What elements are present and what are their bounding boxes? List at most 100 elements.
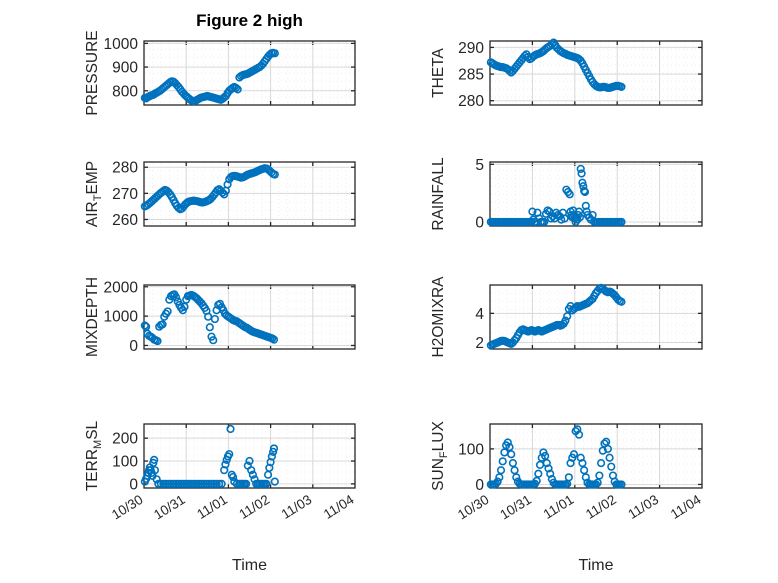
data-point — [617, 480, 626, 489]
data-point — [150, 466, 160, 475]
data-point — [209, 479, 219, 488]
data-point — [225, 450, 234, 459]
data-point — [164, 479, 173, 488]
data-point — [532, 476, 541, 485]
data-point — [187, 479, 196, 488]
ytick-terr_msl-100: 100 — [112, 454, 138, 471]
ylabel-h2o_mixratio: H2OMIXRA — [430, 276, 447, 358]
data-point — [166, 479, 176, 488]
xtick-labels-sun_flux: 10/30 10/31 11/01 11/02 11/03 11/04 — [455, 492, 704, 523]
xtick-sun_flux-1: 10/31 — [497, 492, 534, 523]
xtick-terr_msl-5: 11/04 — [321, 492, 357, 522]
data-point — [617, 217, 626, 227]
data-point — [197, 479, 206, 488]
data-point — [199, 479, 209, 488]
data-point — [207, 479, 216, 488]
data-point — [152, 475, 161, 484]
ytick-h2o_mixratio-4: 4 — [475, 306, 484, 323]
data-point — [571, 303, 580, 312]
data-point — [617, 297, 626, 306]
data-point — [498, 457, 507, 466]
data-point — [221, 460, 230, 469]
ytick-labels-terr_msl: 0 100 200 — [112, 431, 138, 494]
data-point — [534, 469, 543, 478]
series-mixdepth — [140, 290, 279, 346]
data-point — [593, 478, 602, 487]
ytick-labels-h2o_mixratio: 24 — [475, 306, 484, 352]
data-point — [577, 169, 586, 178]
plot-box-sun_flux — [489, 423, 703, 489]
data-point — [184, 479, 193, 488]
panel-air_temp: 260 270 280 AIRTEMP — [84, 160, 356, 229]
data-point — [182, 479, 191, 488]
data-point — [512, 473, 521, 482]
xlabel-sun_flux: Time — [579, 557, 614, 574]
data-point — [212, 479, 221, 488]
ytick-pressure-900: 900 — [112, 60, 138, 77]
data-point — [156, 479, 165, 488]
ytick-labels-air_temp: 260 270 280 — [112, 160, 138, 229]
data-point — [563, 312, 572, 321]
ylabel-group-sun_flux: SUNFLUX — [430, 421, 450, 491]
data-point — [578, 459, 587, 468]
data-point — [194, 479, 203, 488]
data-point — [210, 314, 219, 324]
data-point — [565, 190, 574, 199]
data-point — [546, 469, 555, 478]
data-point — [576, 164, 585, 174]
series-theta — [486, 38, 626, 93]
xtick-terr_msl-1: 10/31 — [151, 492, 188, 523]
data-point — [496, 466, 506, 475]
data-point — [507, 450, 516, 459]
xtick-sun_flux-3: 11/02 — [583, 492, 619, 522]
data-point — [202, 479, 211, 488]
data-point — [580, 187, 590, 197]
data-point — [158, 320, 167, 329]
ylabel-group-mixdepth: MIXDEPTH — [84, 277, 101, 357]
data-point — [174, 203, 183, 213]
xtick-terr_msl-3: 11/02 — [236, 492, 272, 522]
xtick-sun_flux-5: 11/04 — [668, 492, 704, 522]
data-point — [603, 444, 612, 453]
major-grid-mixdepth — [144, 285, 355, 349]
major-grid-theta — [490, 41, 702, 105]
data-point — [159, 479, 168, 488]
data-point — [270, 170, 279, 179]
figure-title: Figure 2 high — [196, 11, 303, 30]
data-point — [541, 451, 550, 461]
panel-h2o_mixratio: 24 H2OMIXRA — [430, 276, 703, 358]
xtick-sun_flux-2: 11/01 — [541, 492, 577, 522]
data-point — [542, 459, 551, 468]
ytick-sun_flux-0: 0 — [475, 477, 484, 494]
ylabel-group-air_temp: AIRTEMP — [84, 161, 104, 227]
data-point — [510, 466, 519, 475]
plot-box-theta — [489, 40, 703, 106]
ytick-rainfall-0: 0 — [475, 214, 484, 231]
xtick-terr_msl-0: 10/30 — [109, 492, 146, 523]
series-h2o_mixratio — [486, 283, 626, 350]
data-point — [580, 466, 589, 475]
ylabel-terr_msl: TERRMSL — [84, 420, 104, 491]
data-point — [578, 178, 587, 187]
xtick-terr_msl-4: 11/03 — [279, 492, 315, 522]
data-point — [528, 207, 537, 216]
data-point — [192, 479, 201, 488]
data-point — [204, 312, 213, 321]
data-point — [598, 446, 607, 455]
ytick-air_temp-260: 260 — [112, 212, 138, 229]
data-point — [508, 459, 518, 468]
data-point — [576, 453, 585, 462]
data-point — [171, 479, 181, 488]
data-point — [617, 82, 626, 91]
data-point — [209, 336, 218, 345]
series-terr_msl — [140, 424, 279, 488]
series-sun_flux — [486, 425, 626, 489]
data-point — [217, 479, 226, 488]
xtick-sun_flux-4: 11/03 — [625, 492, 661, 522]
major-grid-h2o_mixratio — [490, 285, 702, 349]
data-point — [602, 437, 611, 446]
